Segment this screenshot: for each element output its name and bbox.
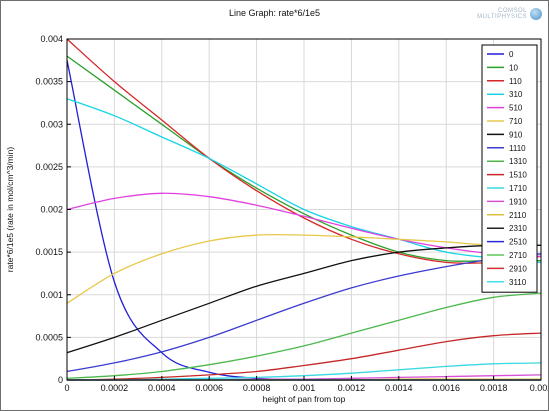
legend-box [481,44,538,293]
legend-label-10: 10 [509,63,518,72]
legend-label-1510: 1510 [509,171,527,180]
y-tick-label: 0.0025 [35,162,63,172]
y-tick-label: 0.002 [40,205,63,215]
x-tick-label: 0.002 [530,383,548,393]
comsol-logo-icon [530,8,542,20]
legend[interactable]: 0 10 110 310 510 710 910 1110 1310 1510 1710 1910 21… [481,44,538,293]
legend-label-2910: 2910 [509,264,527,273]
legend-label-110: 110 [509,77,522,86]
axis-ticks: 0 0.0002 0.0004 0.0006 0.0008 0.001 0.0012 0.00… [35,34,548,393]
x-tick-label: 0.0008 [243,383,271,393]
series-line-10 [66,55,541,262]
legend-label-2710: 2710 [509,251,527,260]
y-tick-label: 0.004 [40,34,63,44]
series-line-1110 [66,253,542,373]
comsol-logo: COMSOL MULTIPHYSICS [477,8,542,20]
logo-wordmark: COMSOL MULTIPHYSICS [477,8,527,20]
x-tick-label: 0.001 [293,383,316,393]
logo-text-line-2: MULTIPHYSICS [477,14,527,20]
legend-label-310: 310 [509,90,523,99]
y-tick-label: 0.0015 [35,247,63,257]
legend-label-2310: 2310 [509,224,527,233]
y-tick-label: 0.001 [40,290,63,300]
x-tick-label: 0.0014 [385,383,413,393]
logo-text-line-1: COMSOL [497,8,527,14]
x-tick-label: 0 [64,383,69,393]
graph-title: Line Graph: rate*6/1e5 [228,8,321,18]
series-line-510 [66,192,542,258]
y-tick-label: 0.003 [40,119,63,129]
x-tick-label: 0.0012 [338,383,366,393]
series-line-110 [66,38,542,264]
y-axis-label: rate*6/1e5 (rate in mol/cm^3/min) [5,147,15,273]
x-tick-label: 0.0002 [101,383,129,393]
x-tick-label: 0.0004 [148,383,176,393]
legend-label-1710: 1710 [509,184,527,193]
series-line-1510 [66,332,542,381]
series-line-910 [66,244,542,354]
x-axis-label: height of pan from top [263,394,346,404]
series-line-1310 [66,292,542,379]
legend-label-710: 710 [509,117,523,126]
series-line-310 [66,98,542,264]
legend-label-910: 910 [509,130,523,139]
x-tick-label: 0.0006 [195,383,223,393]
x-tick-label: 0.0016 [432,383,460,393]
y-tick-label: 0.0035 [35,77,63,87]
legend-label-3110: 3110 [509,278,527,287]
legend-label-1310: 1310 [509,157,527,166]
legend-label-510: 510 [509,104,523,113]
y-tick-label: 0 [58,375,63,385]
series-line-710 [66,233,542,304]
y-tick-label: 0.0005 [35,332,63,342]
legend-label-1110: 1110 [509,144,526,153]
legend-label-1910: 1910 [509,197,527,206]
legend-label-2110: 2110 [509,211,527,220]
legend-label-0: 0 [509,50,514,59]
x-tick-label: 0.0018 [480,383,508,393]
legend-label-2510: 2510 [509,238,527,247]
